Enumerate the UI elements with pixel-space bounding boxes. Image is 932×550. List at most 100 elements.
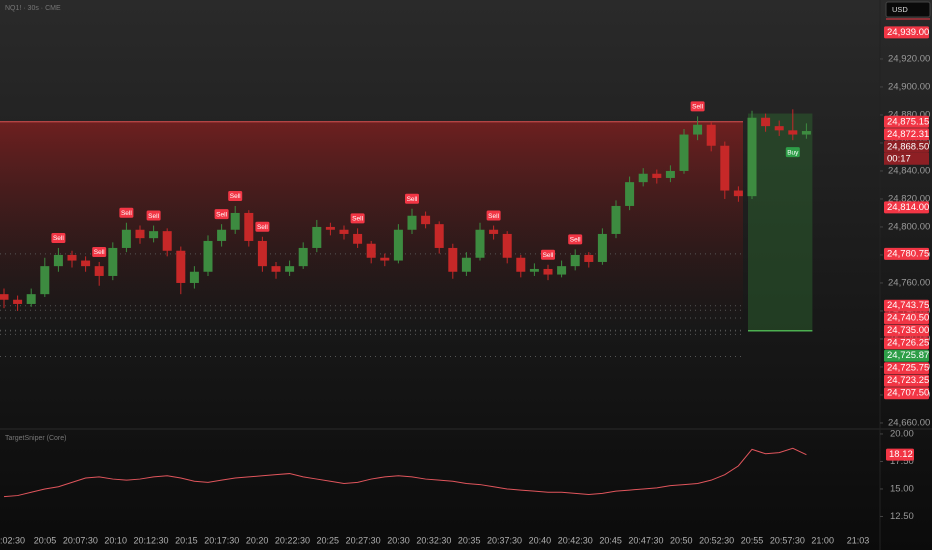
price-tag-box (884, 387, 929, 400)
candle-body (747, 117, 757, 197)
candle-body (597, 233, 607, 262)
candle-body (584, 254, 594, 262)
indicator-tag-label: 18.12 (889, 449, 913, 460)
candle-body (421, 215, 431, 225)
price-tag-label: 24,872.31 (887, 129, 929, 140)
signal-label: Sell (230, 193, 241, 200)
candle-body (312, 226, 322, 248)
price-tag: 24,707.50 (884, 387, 929, 400)
x-tick-label: 20:35 (458, 535, 481, 545)
signal-tag (568, 234, 583, 245)
x-tick-label: 20:37:30 (487, 535, 522, 545)
candle-body (475, 229, 485, 258)
x-tick-label: 20:52:30 (699, 535, 734, 545)
price-tag-box (884, 374, 929, 387)
indicator-tag (886, 448, 914, 461)
signal-label: Sell (53, 235, 64, 242)
candle-body (81, 260, 91, 267)
price-tag-label: 24,725.75 (887, 363, 929, 374)
y-tick-label: 24,820.00 (888, 193, 930, 204)
y2-tick-label: 17.50 (890, 456, 914, 467)
price-tag: 24,726.25 (884, 337, 929, 350)
candle-body (720, 145, 730, 191)
signal-label: Sell (257, 224, 268, 231)
candle-body (543, 268, 553, 275)
price-tag-label: 24,707.50 (887, 388, 929, 399)
signal-tag (255, 221, 270, 232)
signal-tag (119, 207, 134, 218)
price-tag-label: 24,726.25 (887, 338, 929, 349)
price-tag-box (884, 247, 929, 260)
candle-body (393, 229, 403, 261)
countdown-label: 00:17 (887, 153, 911, 164)
price-tag-label: 24,740.50 (887, 313, 929, 324)
candle-body (761, 117, 771, 127)
signal-label: Sell (121, 210, 132, 217)
price-tag-label: 24,725.87 (887, 350, 929, 361)
y-tick-label: 24,760.00 (888, 277, 930, 288)
candle-body (380, 257, 390, 261)
candle-body (217, 229, 227, 241)
candle-body (176, 250, 186, 283)
candle-body (638, 173, 648, 183)
candle-body (652, 173, 662, 178)
y-tick-label: 24,840.00 (888, 165, 930, 176)
price-tag-box (884, 312, 929, 325)
candle-body (693, 124, 703, 135)
buy-box (748, 113, 813, 331)
signal-label: Sell (488, 213, 499, 220)
candle-body (203, 240, 213, 272)
signal-label: Sell (216, 211, 227, 218)
candle-body (774, 126, 784, 131)
countdown-box (884, 152, 929, 165)
y-tick-label: 24,800.00 (888, 221, 930, 232)
signal-label: Sell (407, 196, 418, 203)
price-tag: 24,875.15 (884, 115, 929, 128)
candle-body (298, 247, 308, 267)
candle-body (13, 299, 23, 304)
signal-tag (541, 249, 555, 260)
candle-body (53, 254, 63, 267)
candle-body (679, 134, 689, 171)
candle-body (665, 170, 675, 178)
x-tick-label: 20:25 (317, 535, 340, 545)
price-tag-box (884, 299, 929, 312)
price-tag-box (884, 349, 929, 362)
x-tick-label: 20:50 (670, 535, 693, 545)
price-tag-box (884, 201, 929, 214)
candle-body (434, 224, 444, 248)
candle-body (339, 229, 349, 234)
signal-tag (214, 209, 229, 220)
candle-body (461, 257, 471, 272)
y-tick-label: 24,660.00 (888, 417, 930, 428)
candle-body (26, 294, 36, 304)
signal-tag (92, 246, 107, 257)
x-tick-label: 20:22:30 (275, 535, 310, 545)
currency-button[interactable] (885, 1, 931, 18)
price-tag-label: 24,939.00 (887, 27, 929, 38)
x-tick-label: 20:32:30 (416, 535, 451, 545)
x-tick-label: 20:40 (529, 535, 552, 545)
y-tick-label: 24,920.00 (888, 53, 930, 64)
currency-label[interactable]: USD (892, 5, 908, 14)
candle-body (706, 124, 716, 146)
price-tag: 24,725.87 (884, 349, 929, 362)
candle-body (135, 229, 145, 239)
signal-tag (350, 213, 365, 224)
signal-label: Sell (543, 252, 554, 259)
candle-body (40, 266, 50, 295)
candle-body (0, 294, 9, 300)
price-tag-box (884, 140, 929, 153)
candle-body (189, 271, 199, 283)
x-tick-label: 20:12:30 (134, 535, 169, 545)
x-tick-label: 20:45 (599, 535, 622, 545)
candle-body (502, 233, 512, 258)
x-tick-label: 20:27:30 (346, 535, 381, 545)
x-tick-label: 21:00 (811, 535, 834, 545)
y-tick-label: 24,880.00 (888, 109, 930, 120)
price-tag: 24,872.31 (884, 128, 929, 141)
price-tag-label: 24,723.25 (887, 375, 929, 386)
candle-body (244, 212, 254, 241)
candle-body (570, 254, 580, 267)
